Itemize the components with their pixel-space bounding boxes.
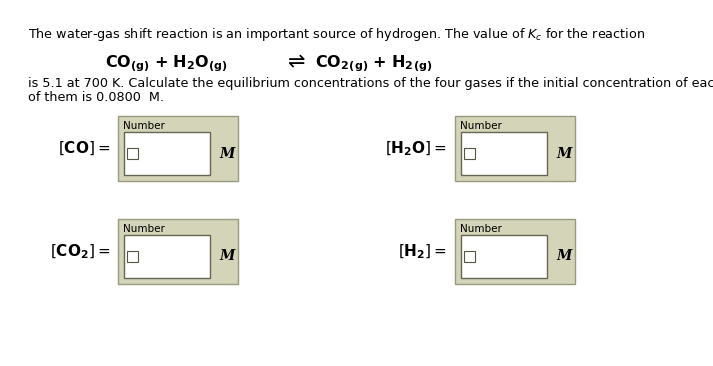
FancyBboxPatch shape [455,116,575,181]
Text: $\mathbf{CO}$$\mathbf{_{(g)}}$ $\mathbf{+}$ $\mathbf{H_2O}$$\mathbf{_{(g)}}$: $\mathbf{CO}$$\mathbf{_{(g)}}$ $\mathbf{… [105,53,227,74]
Text: M: M [220,250,235,264]
Text: Number: Number [123,224,165,234]
FancyBboxPatch shape [118,116,238,181]
Text: Number: Number [460,121,502,131]
Text: $[\mathbf{CO}]=$: $[\mathbf{CO}]=$ [58,140,110,157]
Text: is 5.1 at 700 K. Calculate the equilibrium concentrations of the four gases if t: is 5.1 at 700 K. Calculate the equilibri… [28,77,713,90]
Text: $\rightleftharpoons$: $\rightleftharpoons$ [283,52,305,72]
Text: $\mathbf{CO_2}$$\mathbf{_{(g)}}$ $\mathbf{+}$ $\mathbf{H_2}$$\mathbf{_{(g)}}$: $\mathbf{CO_2}$$\mathbf{_{(g)}}$ $\mathb… [315,53,432,74]
FancyBboxPatch shape [124,132,210,175]
Text: The water-gas shift reaction is an important source of hydrogen. The value of $K: The water-gas shift reaction is an impor… [28,26,645,43]
Text: M: M [220,146,235,161]
FancyBboxPatch shape [127,251,138,262]
Text: Number: Number [123,121,165,131]
Text: $[\mathbf{CO_2}]=$: $[\mathbf{CO_2}]=$ [50,242,110,261]
Text: of them is 0.0800  M.: of them is 0.0800 M. [28,91,164,104]
FancyBboxPatch shape [118,219,238,284]
FancyBboxPatch shape [127,148,138,159]
FancyBboxPatch shape [461,132,547,175]
Text: M: M [556,250,572,264]
FancyBboxPatch shape [464,148,475,159]
FancyBboxPatch shape [464,251,475,262]
FancyBboxPatch shape [461,235,547,278]
Text: Number: Number [460,224,502,234]
Text: M: M [556,146,572,161]
FancyBboxPatch shape [124,235,210,278]
Text: $[\mathbf{H_2}]=$: $[\mathbf{H_2}]=$ [398,242,447,261]
Text: $[\mathbf{H_2O}]=$: $[\mathbf{H_2O}]=$ [385,139,447,158]
FancyBboxPatch shape [455,219,575,284]
